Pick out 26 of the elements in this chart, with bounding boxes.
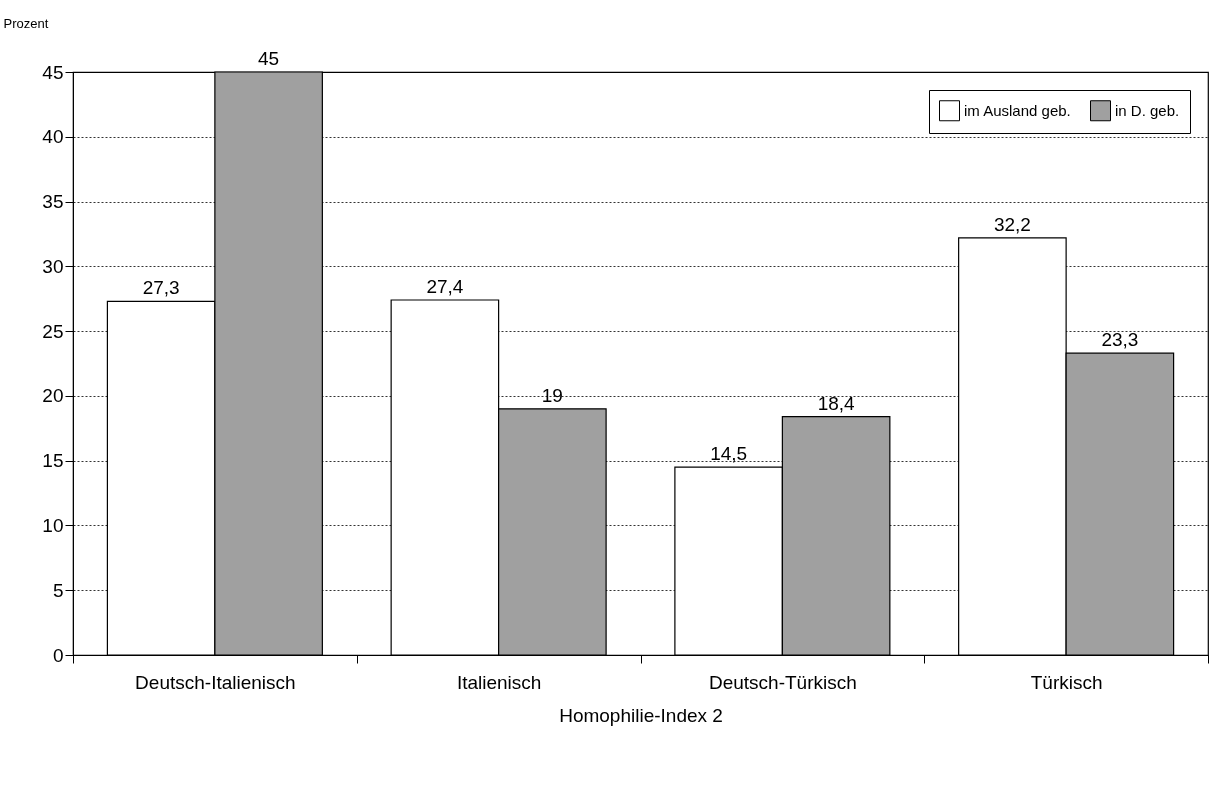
- data-label: 19: [541, 384, 563, 406]
- data-label: 27,4: [426, 276, 464, 298]
- y-tick-label: 35: [42, 191, 64, 213]
- data-label: 32,2: [993, 213, 1031, 235]
- data-label: 45: [258, 48, 280, 69]
- y-tick-label: 40: [42, 126, 64, 148]
- y-tick-label: 15: [42, 450, 64, 472]
- x-tick-label: Italienisch: [456, 671, 542, 693]
- data-label: 27,3: [142, 277, 180, 299]
- y-tick-label: 20: [42, 385, 64, 407]
- legend-label: im Ausland geb.: [964, 101, 1071, 119]
- y-tick-label: 25: [42, 320, 64, 342]
- y-axis-title: Prozent: [3, 15, 49, 31]
- data-label: 14,5: [710, 443, 748, 465]
- y-tick-label: 0: [52, 644, 64, 666]
- x-axis-title: Homophilie-Index 2: [559, 704, 723, 726]
- x-tick-label: Deutsch-Türkisch: [708, 671, 857, 693]
- data-label: 23,3: [1101, 329, 1139, 351]
- x-tick-label: Türkisch: [1030, 671, 1103, 693]
- y-tick-label: 5: [52, 579, 64, 601]
- y-tick-label: 30: [42, 255, 64, 277]
- legend-label: in D. geb.: [1115, 101, 1180, 119]
- data-label: 18,4: [817, 392, 856, 414]
- y-tick-label: 45: [42, 61, 64, 83]
- x-tick-label: Deutsch-Italienisch: [135, 671, 296, 693]
- y-tick-label: 10: [42, 514, 64, 536]
